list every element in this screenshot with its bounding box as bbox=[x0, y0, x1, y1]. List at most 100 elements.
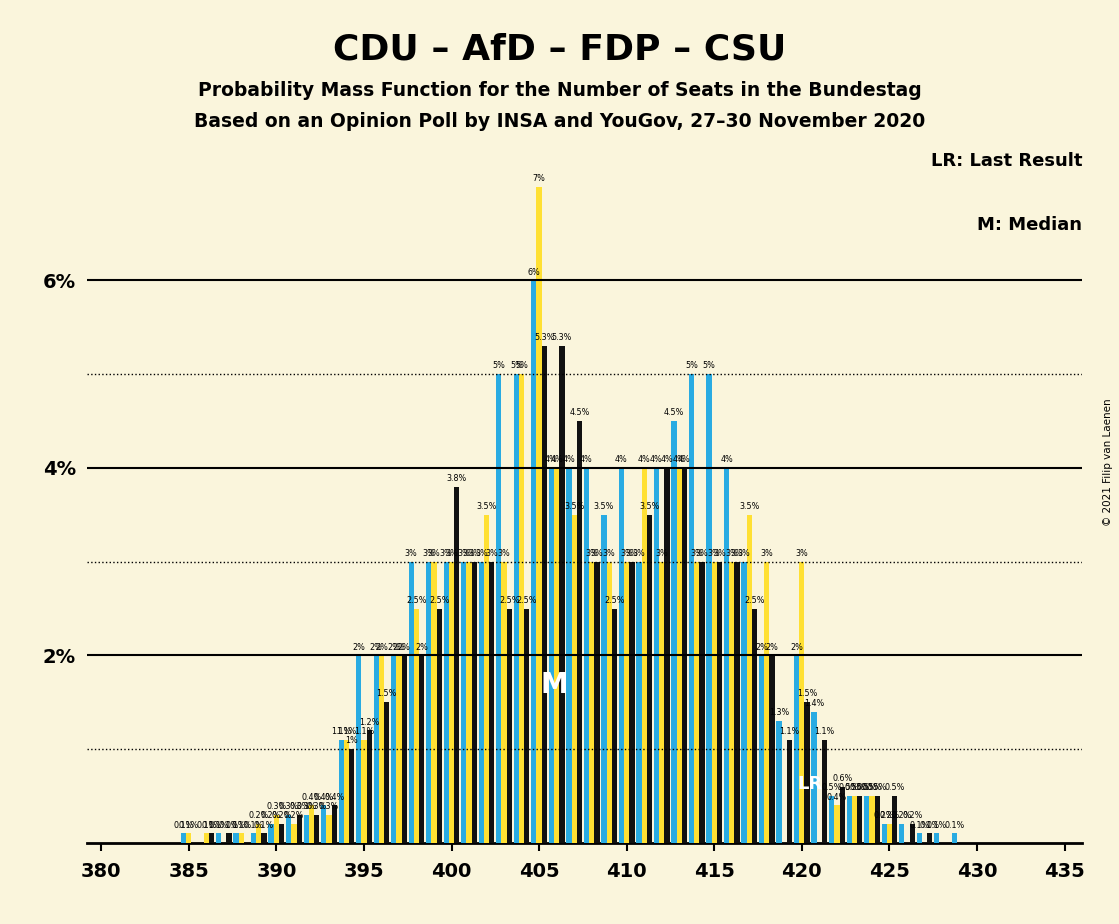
Text: M: M bbox=[540, 672, 567, 699]
Text: 0.1%: 0.1% bbox=[201, 821, 222, 830]
Text: 4%: 4% bbox=[615, 456, 628, 464]
Text: 0.2%: 0.2% bbox=[261, 811, 281, 821]
Text: 0.5%: 0.5% bbox=[867, 784, 887, 792]
Text: 3%: 3% bbox=[591, 549, 603, 558]
Bar bbox=[759, 655, 764, 843]
Text: 1.1%: 1.1% bbox=[337, 727, 357, 736]
Text: 0.1%: 0.1% bbox=[909, 821, 930, 830]
Text: 4%: 4% bbox=[660, 456, 674, 464]
Text: 3.8%: 3.8% bbox=[446, 474, 467, 483]
Text: 0.3%: 0.3% bbox=[297, 802, 317, 811]
Text: 5%: 5% bbox=[510, 361, 523, 371]
Bar bbox=[560, 346, 564, 843]
Bar bbox=[730, 562, 734, 843]
Bar bbox=[339, 740, 344, 843]
Text: 3%: 3% bbox=[690, 549, 703, 558]
Text: 2%: 2% bbox=[352, 642, 365, 651]
Text: 0.2%: 0.2% bbox=[880, 811, 900, 821]
Bar bbox=[717, 562, 722, 843]
Bar bbox=[794, 655, 799, 843]
Bar bbox=[209, 833, 214, 843]
Bar bbox=[629, 562, 634, 843]
Text: 0.2%: 0.2% bbox=[284, 811, 304, 821]
Text: 2%: 2% bbox=[393, 642, 405, 651]
Text: 0.4%: 0.4% bbox=[827, 793, 847, 802]
Bar bbox=[181, 833, 186, 843]
Bar bbox=[226, 833, 232, 843]
Bar bbox=[420, 655, 424, 843]
Text: 0.6%: 0.6% bbox=[833, 773, 853, 783]
Bar bbox=[443, 562, 449, 843]
Text: 2.5%: 2.5% bbox=[517, 596, 537, 605]
Text: 1.1%: 1.1% bbox=[815, 727, 835, 736]
Bar bbox=[309, 806, 314, 843]
Text: 4%: 4% bbox=[551, 456, 563, 464]
Bar bbox=[414, 609, 420, 843]
Bar bbox=[251, 833, 256, 843]
Bar bbox=[619, 468, 624, 843]
Text: 0.1%: 0.1% bbox=[226, 821, 246, 830]
Text: 0.3%: 0.3% bbox=[266, 802, 286, 811]
Bar bbox=[916, 833, 922, 843]
Bar bbox=[882, 824, 886, 843]
Bar bbox=[671, 421, 677, 843]
Bar bbox=[689, 374, 694, 843]
Bar bbox=[839, 786, 845, 843]
Text: 4%: 4% bbox=[638, 456, 650, 464]
Text: Probability Mass Function for the Number of Seats in the Bundestag: Probability Mass Function for the Number… bbox=[198, 81, 921, 101]
Text: 3%: 3% bbox=[585, 549, 598, 558]
Text: 0.4%: 0.4% bbox=[313, 793, 333, 802]
Text: 0.1%: 0.1% bbox=[927, 821, 947, 830]
Bar bbox=[542, 346, 547, 843]
Text: 2%: 2% bbox=[375, 642, 388, 651]
Text: 0.5%: 0.5% bbox=[884, 784, 905, 792]
Text: 0.4%: 0.4% bbox=[301, 793, 321, 802]
Bar bbox=[426, 562, 432, 843]
Text: 3%: 3% bbox=[796, 549, 808, 558]
Bar bbox=[706, 374, 712, 843]
Bar bbox=[641, 468, 647, 843]
Text: 3%: 3% bbox=[632, 549, 646, 558]
Bar bbox=[454, 487, 460, 843]
Text: 3.5%: 3.5% bbox=[564, 502, 584, 511]
Bar bbox=[514, 374, 519, 843]
Bar bbox=[402, 655, 407, 843]
Bar bbox=[892, 796, 897, 843]
Text: 3.5%: 3.5% bbox=[639, 502, 660, 511]
Bar bbox=[875, 796, 880, 843]
Text: 2.5%: 2.5% bbox=[406, 596, 426, 605]
Bar bbox=[367, 730, 372, 843]
Text: 3.5%: 3.5% bbox=[740, 502, 760, 511]
Bar bbox=[186, 833, 191, 843]
Bar bbox=[331, 806, 337, 843]
Bar bbox=[734, 562, 740, 843]
Text: 3%: 3% bbox=[498, 549, 510, 558]
Bar bbox=[624, 562, 629, 843]
Text: 0.1%: 0.1% bbox=[232, 821, 252, 830]
Text: 5.3%: 5.3% bbox=[552, 334, 572, 342]
Text: 1.4%: 1.4% bbox=[803, 699, 825, 708]
Text: 0.3%: 0.3% bbox=[319, 802, 339, 811]
Bar bbox=[566, 468, 572, 843]
Bar bbox=[864, 796, 869, 843]
Text: 1.3%: 1.3% bbox=[769, 708, 789, 717]
Bar bbox=[321, 806, 327, 843]
Bar bbox=[811, 711, 817, 843]
Text: 1.5%: 1.5% bbox=[377, 689, 397, 699]
Text: 3%: 3% bbox=[405, 549, 417, 558]
Bar bbox=[524, 609, 529, 843]
Text: 0.1%: 0.1% bbox=[179, 821, 199, 830]
Text: 3%: 3% bbox=[440, 549, 453, 558]
Bar bbox=[886, 824, 892, 843]
Text: 2.5%: 2.5% bbox=[604, 596, 624, 605]
Text: 0.1%: 0.1% bbox=[244, 821, 264, 830]
Text: 0.2%: 0.2% bbox=[892, 811, 912, 821]
Bar bbox=[665, 468, 669, 843]
Text: 4%: 4% bbox=[545, 456, 557, 464]
Text: 1.1%: 1.1% bbox=[780, 727, 800, 736]
Text: 1.5%: 1.5% bbox=[797, 689, 817, 699]
Bar bbox=[436, 609, 442, 843]
Bar bbox=[279, 824, 284, 843]
Text: 4%: 4% bbox=[678, 456, 690, 464]
Text: 4%: 4% bbox=[563, 456, 575, 464]
